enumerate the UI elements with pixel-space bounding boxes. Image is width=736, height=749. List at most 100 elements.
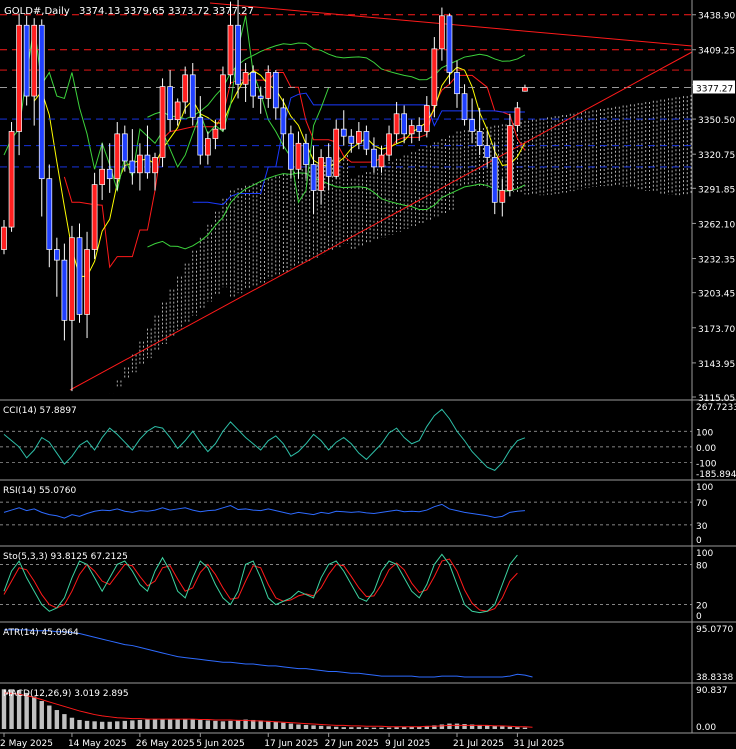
candle-body: [401, 113, 407, 135]
ichimoku-cloud-layer: [116, 94, 692, 387]
indicator-tick-label: 70: [696, 499, 708, 509]
macd-bar: [198, 719, 203, 729]
date-tick-label: 27 Jun 2025: [325, 739, 379, 749]
macd-bar: [318, 725, 324, 729]
candle-body: [106, 168, 113, 180]
candle-body: [522, 87, 528, 92]
macd-bar: [522, 727, 528, 729]
candle-body: [220, 74, 226, 130]
candle-body: [121, 133, 128, 162]
candle-body: [423, 105, 430, 132]
candle-body: [484, 145, 491, 158]
macd-bar: [454, 723, 460, 729]
candle-body: [129, 160, 136, 174]
macd-bar: [515, 727, 520, 729]
indicator-tick-label: 90.837: [696, 686, 728, 696]
macd-bar: [250, 719, 256, 729]
macd-bar: [477, 724, 482, 729]
candle-body: [91, 184, 98, 250]
date-tick-label: 9 Jul 2025: [385, 739, 430, 749]
price-tick-label: 3232.35: [698, 256, 735, 266]
candle-body: [514, 107, 521, 126]
candle-body: [76, 237, 83, 315]
price-badge-label: 3377.27: [696, 84, 733, 94]
candle-body: [8, 131, 15, 228]
macd-bar: [334, 726, 339, 729]
candle-body: [378, 154, 385, 168]
candle-body: [99, 168, 106, 185]
macd-bar: [492, 725, 497, 729]
indicator-tick-label: 100: [696, 483, 713, 493]
macd-bar: [220, 721, 226, 729]
macd-bar: [16, 690, 22, 729]
candle-body: [310, 164, 317, 191]
price-tick-label: 3262.10: [698, 220, 735, 230]
candle-body: [386, 133, 392, 156]
indicator-tick-label: 38.8338: [696, 673, 733, 683]
candle-body: [235, 24, 241, 85]
candle-body: [295, 142, 302, 170]
candle-body: [84, 249, 90, 315]
indicator-tick-label: 0.00: [696, 723, 716, 733]
candle-body: [174, 101, 181, 121]
macd-bar: [122, 720, 127, 729]
macd-bar: [160, 719, 165, 729]
candle-body: [363, 131, 370, 150]
macd-bar: [183, 719, 188, 729]
indicator-tick-label: 100: [696, 428, 713, 438]
macd-bar: [386, 727, 392, 729]
macd-bar: [349, 727, 354, 729]
candle-body: [197, 116, 204, 156]
price-badge: [693, 80, 735, 94]
macd-bar: [424, 726, 429, 729]
macd-bar: [54, 710, 60, 729]
macd-bar: [258, 720, 263, 729]
price-tick-label: 3203.45: [698, 290, 735, 300]
candle-body: [16, 24, 22, 132]
candle-body: [137, 154, 143, 174]
macd-bar: [130, 720, 135, 729]
cci-line: [3, 408, 526, 471]
candle-body: [371, 148, 377, 168]
macd-bar: [409, 726, 414, 729]
macd-bar: [507, 726, 513, 729]
indicator-tick-label: 20: [696, 602, 708, 612]
macd-bar: [326, 726, 331, 729]
indicator-tick-label: 95.0770: [696, 625, 733, 635]
price-tick-label: 3173.70: [698, 325, 735, 335]
candle-body: [393, 113, 400, 135]
stoch-main-line: [3, 553, 518, 614]
macd-bar: [394, 727, 399, 729]
candle-body: [348, 135, 355, 144]
rsi-title: RSI(14) 55.0760: [3, 486, 76, 496]
macd-bar: [62, 714, 67, 729]
macd-bar: [235, 719, 241, 729]
stoch-title: Sto(5,3,3) 93.8125 67.2125: [3, 552, 128, 562]
date-tick-label: 5 Jun 2025: [196, 739, 244, 749]
macd-title: MACD(12,26,9) 3.019 2.895: [3, 689, 129, 699]
candle-body: [356, 131, 362, 144]
sma-line: [33, 66, 526, 277]
macd-bar: [69, 717, 75, 729]
macd-bar: [190, 719, 195, 729]
candle-body: [53, 249, 60, 261]
macd-bar: [469, 724, 475, 729]
candle-body: [288, 133, 294, 170]
indicator-tick-label: 0: [696, 536, 702, 546]
atr-line: [4, 629, 533, 678]
macd-bar: [9, 689, 14, 729]
candle-body: [469, 119, 475, 132]
candle-body: [182, 74, 189, 103]
candles-layer: [1, 0, 528, 392]
sub-panels-layer: CCI(14) 57.8897 RSI(14) 55.0760 Sto(5,3,3)…: [0, 406, 692, 729]
candle-body: [265, 72, 272, 99]
macd-bar: [77, 719, 82, 729]
candle-body: [1, 226, 7, 250]
candle-body: [318, 157, 324, 191]
macd-bar: [417, 726, 422, 729]
candle-body: [325, 157, 332, 177]
candle-body: [38, 24, 45, 180]
stoch-signal-line: [3, 558, 518, 612]
price-tick-label: 3115.05: [698, 394, 735, 404]
